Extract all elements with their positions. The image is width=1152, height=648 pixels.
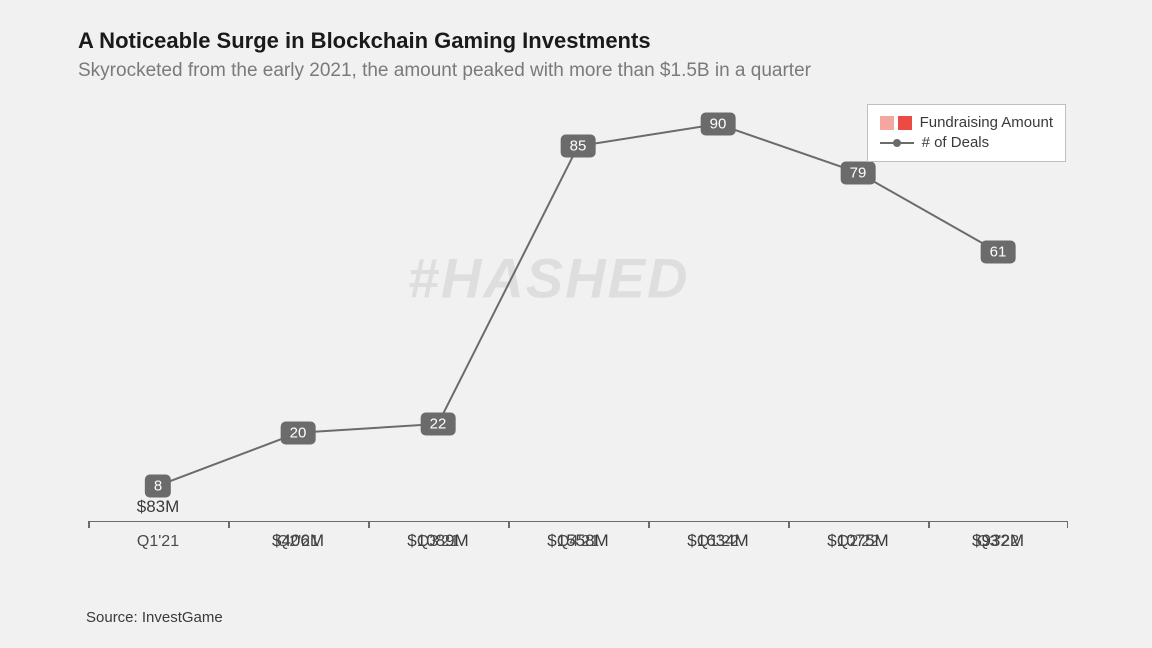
deal-count-badge: 85 xyxy=(561,135,596,158)
x-axis-label: Q2'21 xyxy=(277,533,319,551)
legend-label: # of Deals xyxy=(922,133,990,153)
legend-swatch-dark xyxy=(898,116,912,130)
legend-line-icon xyxy=(880,142,914,144)
legend-swatch-light xyxy=(880,116,894,130)
bar-value-label: $83M xyxy=(137,497,180,517)
axis-tick xyxy=(648,521,650,528)
chart-title: A Noticeable Surge in Blockchain Gaming … xyxy=(78,28,1082,54)
deal-count-badge: 20 xyxy=(281,421,316,444)
deal-count-badge: 79 xyxy=(841,161,876,184)
legend-item-fundraising: Fundraising Amount xyxy=(880,113,1053,133)
x-axis-label: Q3'22 xyxy=(977,533,1019,551)
watermark: #HASHED xyxy=(408,245,690,310)
legend: Fundraising Amount # of Deals xyxy=(867,104,1066,162)
deal-count-badge: 22 xyxy=(421,412,456,435)
legend-item-deals: # of Deals xyxy=(880,133,1053,153)
deals-line xyxy=(88,102,1068,521)
plot-region: #HASHED $83MQ1'21$406MQ2'21$1089MQ3'21$1… xyxy=(88,102,1068,522)
x-axis-label: Q2'22 xyxy=(837,533,879,551)
deal-count-badge: 90 xyxy=(701,113,736,136)
axis-tick xyxy=(508,521,510,528)
axis-tick xyxy=(368,521,370,528)
x-axis-label: Q4'21 xyxy=(557,533,599,551)
x-axis-label: Q3'21 xyxy=(417,533,459,551)
legend-label: Fundraising Amount xyxy=(920,113,1053,133)
axis-tick xyxy=(228,521,230,528)
source-label: Source: InvestGame xyxy=(86,609,223,626)
deal-count-badge: 61 xyxy=(981,240,1016,263)
chart-area: Fundraising Amount # of Deals #HASHED $8… xyxy=(78,92,1078,562)
deal-count-badge: 8 xyxy=(145,474,171,497)
axis-tick xyxy=(928,521,930,528)
chart-subtitle: Skyrocketed from the early 2021, the amo… xyxy=(78,60,1082,82)
x-axis-label: Q1'21 xyxy=(137,533,179,551)
x-axis-label: Q1'22 xyxy=(697,533,739,551)
axis-tick xyxy=(788,521,790,528)
